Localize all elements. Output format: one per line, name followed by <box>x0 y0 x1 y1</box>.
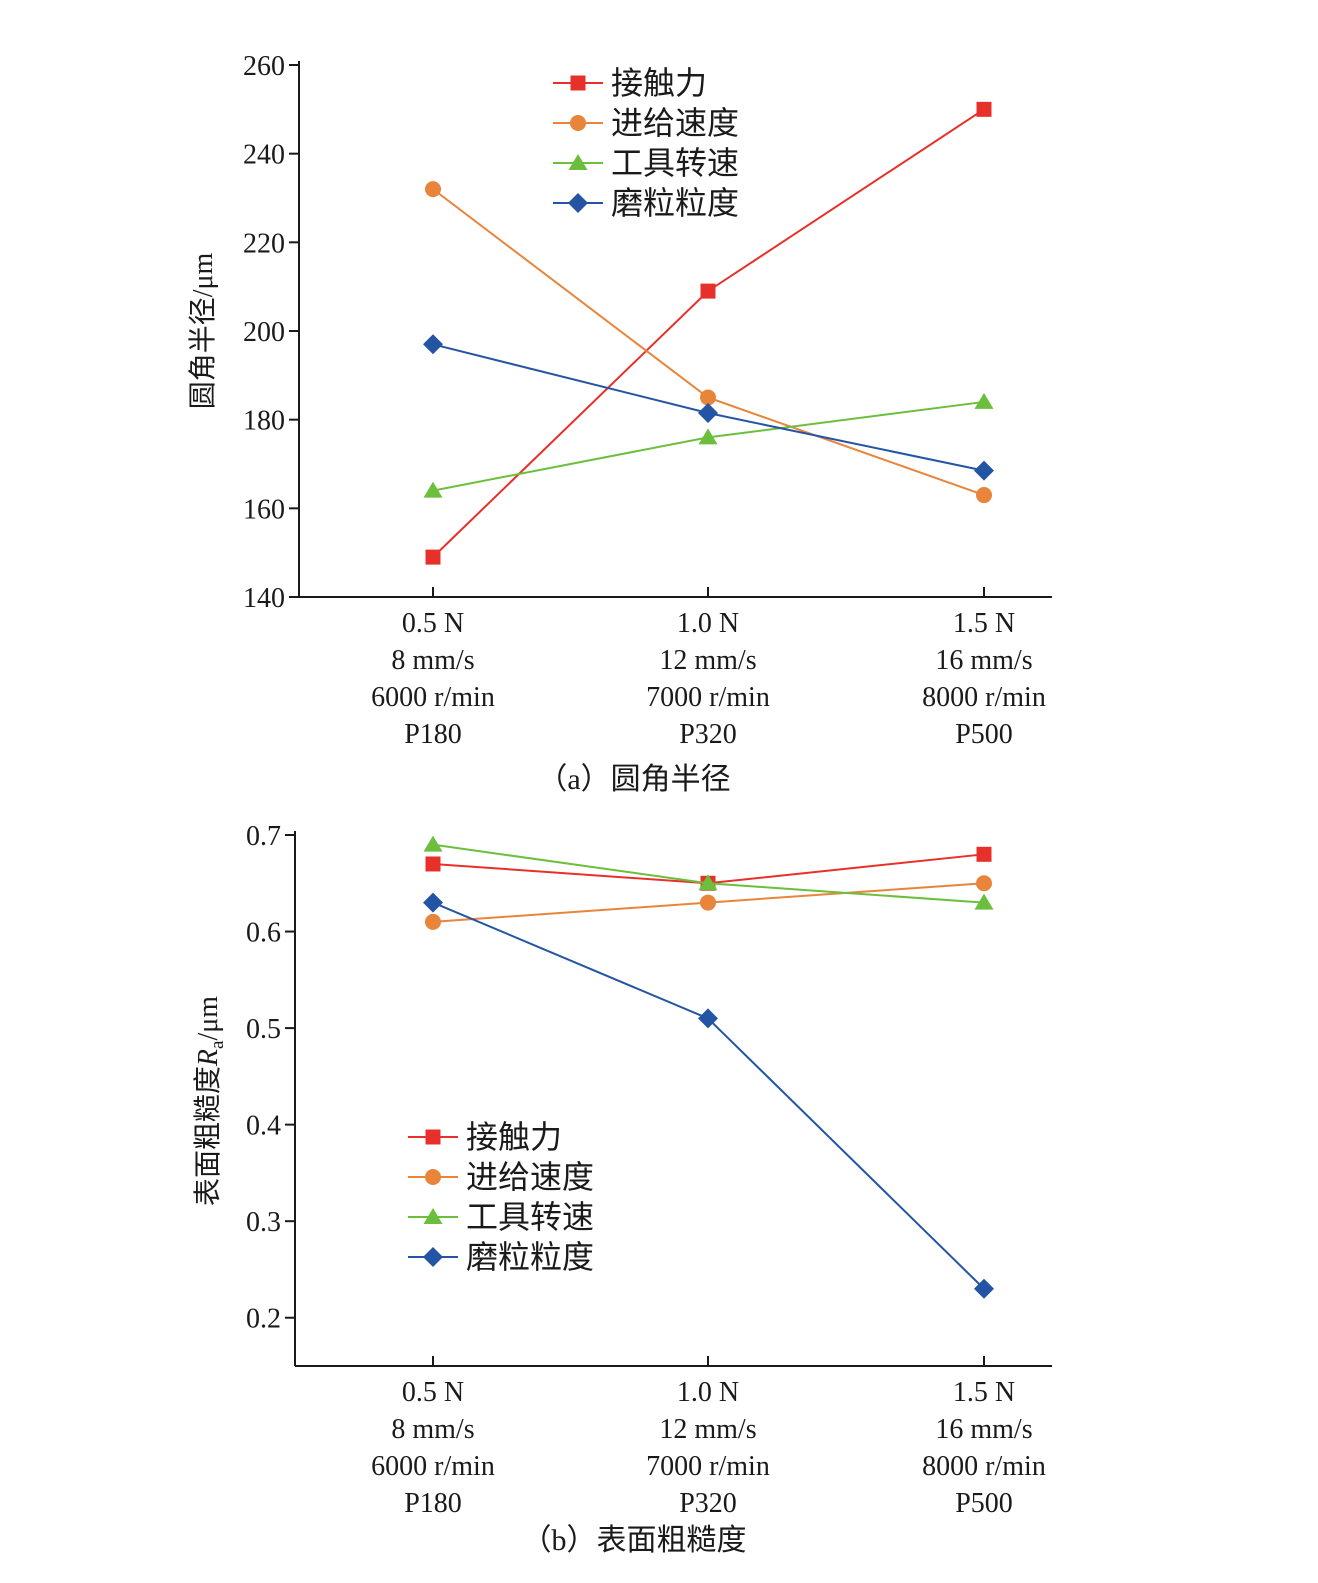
data-point-spindle_speed <box>423 481 443 498</box>
data-point-grit_size <box>423 334 443 355</box>
data-point-spindle_speed <box>974 392 994 409</box>
y-axis-title-unit: /μm <box>193 996 224 1041</box>
y-axis-title: 圆角半径/μm <box>187 252 219 409</box>
x-tick-label: 1.0 N <box>677 1377 739 1408</box>
x-tick-label: 0.5 N <box>402 1377 464 1408</box>
x-tick-label: 12 mm/s <box>659 645 756 676</box>
legend-marker-spindle_speed <box>568 154 588 170</box>
x-tick-label: 16 mm/s <box>935 645 1032 676</box>
legend-marker-contact_force <box>425 1129 441 1145</box>
data-point-contact_force <box>425 856 441 872</box>
y-tick-label: 220 <box>243 228 285 259</box>
y-axis-title-main: 表面粗糙度 <box>192 1066 224 1206</box>
legend-marker-grit_size <box>423 1247 443 1267</box>
x-tick-label: 7000 r/min <box>646 682 770 713</box>
x-tick-label: P500 <box>955 719 1013 750</box>
data-point-feed_speed <box>425 181 441 198</box>
x-tick-label: 8000 r/min <box>922 682 1046 713</box>
x-tick-label: P180 <box>404 1488 462 1519</box>
legend-label: 磨粒粒度 <box>466 1239 594 1275</box>
data-point-spindle_speed <box>698 428 718 445</box>
x-tick-label: 6000 r/min <box>371 682 495 713</box>
data-point-grit_size <box>698 403 718 424</box>
y-axis-title-variable: R <box>193 1049 224 1067</box>
legend-label: 进给速度 <box>611 105 739 141</box>
legend-label: 工具转速 <box>466 1199 594 1235</box>
chart-caption: （a）圆角半径 <box>537 763 730 796</box>
y-tick-label: 260 <box>243 51 285 82</box>
y-axis-title: 表面粗糙度Ra/μm <box>192 996 228 1206</box>
series-line-spindle_speed <box>432 843 985 904</box>
x-tick-label: 8000 r/min <box>922 1451 1046 1482</box>
legend-marker-grit_size <box>568 193 588 213</box>
data-point-grit_size <box>698 1008 718 1029</box>
y-tick-label: 0.5 <box>246 1014 281 1045</box>
y-tick-label: 240 <box>243 140 285 171</box>
x-tick-label: 7000 r/min <box>646 1451 770 1482</box>
data-point-feed_speed <box>700 894 716 911</box>
y-tick-label: 200 <box>243 317 285 348</box>
data-point-spindle_speed <box>698 874 718 891</box>
data-point-contact_force <box>425 549 441 565</box>
y-tick-label: 0.2 <box>246 1304 281 1335</box>
y-tick-label: 0.4 <box>246 1111 281 1142</box>
data-point-contact_force <box>976 846 992 862</box>
legend-label: 接触力 <box>466 1119 562 1155</box>
x-tick-label: 1.5 N <box>953 1377 1015 1408</box>
data-point-feed_speed <box>425 913 441 930</box>
legend-marker-feed_speed <box>570 115 586 131</box>
x-tick-label: P180 <box>404 719 462 750</box>
data-point-grit_size <box>423 892 443 913</box>
legend-label: 进给速度 <box>466 1159 594 1195</box>
legend-marker-contact_force <box>570 75 586 91</box>
legend-label: 磨粒粒度 <box>611 185 739 221</box>
y-tick-label: 0.3 <box>246 1207 281 1238</box>
y-tick-label: 0.7 <box>246 821 281 852</box>
legend-marker-feed_speed <box>425 1169 441 1185</box>
chart-surface-roughness: 0.2 0.3 0.4 0.5 0.6 0.7 0.5 N 8 mm/s 6000 r/min P… <box>192 821 1052 1557</box>
x-tick-label: 12 mm/s <box>659 1414 756 1445</box>
data-point-contact_force <box>700 283 716 299</box>
x-tick-label: 1.0 N <box>677 608 739 639</box>
x-tick-label: 6000 r/min <box>371 1451 495 1482</box>
data-point-feed_speed <box>976 875 992 892</box>
data-point-spindle_speed <box>974 893 994 910</box>
legend-marker-spindle_speed <box>423 1208 443 1224</box>
data-point-contact_force <box>976 101 992 117</box>
data-point-grit_size <box>974 1278 994 1299</box>
x-tick-label: P500 <box>955 1488 1013 1519</box>
legend-label: 工具转速 <box>611 145 739 181</box>
x-tick-label: 16 mm/s <box>935 1414 1032 1445</box>
data-point-feed_speed <box>700 389 716 406</box>
y-tick-label: 0.6 <box>246 918 281 949</box>
series-line-feed_speed <box>432 188 985 496</box>
y-tick-label: 160 <box>243 494 285 525</box>
x-tick-label: 8 mm/s <box>391 645 474 676</box>
chart-caption: （b）表面粗糙度 <box>522 1524 747 1557</box>
y-tick-label: 140 <box>243 583 285 614</box>
chart-fillet-radius: 140 160 180 200 220 240 260 0.5 N 8 mm/s 6000 r/m… <box>187 51 1052 796</box>
x-tick-label: P320 <box>679 1488 737 1519</box>
x-tick-label: 0.5 N <box>402 608 464 639</box>
x-tick-label: P320 <box>679 719 737 750</box>
legend-label: 接触力 <box>611 65 707 101</box>
y-tick-label: 180 <box>243 406 285 437</box>
y-axis-title-subscript: a <box>207 1040 228 1049</box>
data-point-grit_size <box>974 460 994 481</box>
x-tick-label: 8 mm/s <box>391 1414 474 1445</box>
x-tick-label: 1.5 N <box>953 608 1015 639</box>
data-point-spindle_speed <box>423 835 443 852</box>
data-point-feed_speed <box>976 487 992 504</box>
